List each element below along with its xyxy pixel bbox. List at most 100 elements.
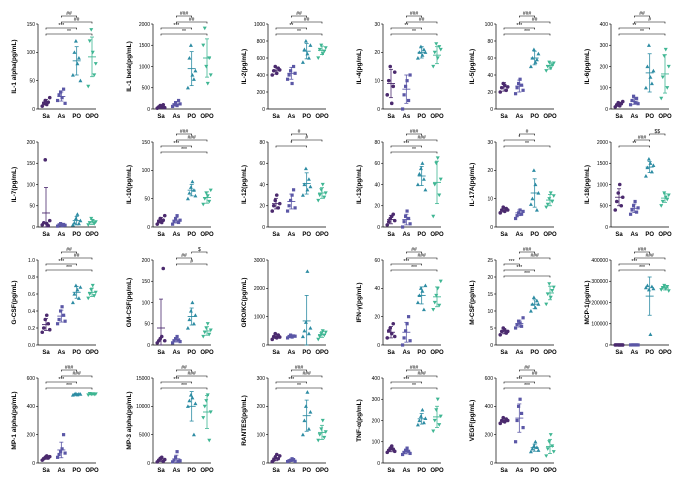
y-tick-label: 60 (487, 56, 493, 62)
data-point (190, 300, 195, 305)
data-point (193, 313, 198, 317)
data-point (633, 101, 637, 105)
y-tick-label: 400 (485, 404, 494, 410)
y-axis-label: M-CSF(pg/mL) (469, 280, 476, 324)
significance-bracket (61, 251, 77, 254)
data-point (417, 418, 422, 423)
data-point (323, 46, 328, 50)
significance-bracket (291, 133, 307, 136)
category-label: Sa (157, 468, 165, 474)
significance-label: *** (403, 377, 409, 383)
data-point (185, 196, 190, 201)
y-tick-label: 20 (374, 204, 380, 210)
y-tick-label: 400 (372, 376, 381, 382)
significance-label: *** (58, 23, 64, 29)
data-point (432, 50, 437, 55)
significance-bracket (61, 375, 93, 378)
data-point (205, 322, 210, 326)
significance-label: ## (181, 365, 187, 371)
data-point (406, 216, 411, 221)
category-label: OPO (430, 468, 444, 474)
data-point (317, 193, 322, 198)
data-point (185, 85, 190, 90)
data-point (273, 198, 278, 203)
significance-label: ### (187, 135, 196, 141)
data-point (90, 50, 95, 55)
y-tick-label: 30 (487, 140, 493, 146)
data-point (208, 188, 213, 193)
y-tick-label: 20 (374, 314, 380, 320)
significance-bracket (61, 15, 77, 18)
data-point (423, 283, 428, 288)
category-label: Sa (42, 114, 50, 120)
data-point (406, 315, 411, 319)
data-point (534, 208, 539, 212)
significance-bracket (160, 387, 208, 390)
data-point (73, 216, 78, 221)
y-tick-label: 30 (374, 22, 380, 28)
y-axis-label: G-CSF(pg/mL) (11, 280, 18, 324)
category-label: Sa (272, 114, 280, 120)
data-point (405, 79, 409, 83)
y-tick-label: 0 (262, 343, 265, 349)
significance-bracket (634, 15, 650, 18)
data-point (498, 421, 503, 426)
y-tick-label: 500 (142, 86, 151, 92)
data-point (305, 51, 310, 56)
category-label: OPO (430, 232, 444, 238)
category-label: OPO (543, 114, 557, 120)
data-point (300, 60, 305, 64)
data-point (519, 324, 524, 328)
data-point (302, 418, 307, 423)
category-label: As (57, 232, 65, 238)
significance-label: ## (181, 253, 187, 259)
y-tick-label: 2000 (597, 140, 608, 146)
data-point (78, 78, 83, 83)
data-point (498, 211, 503, 215)
data-point (170, 222, 175, 226)
data-point (173, 216, 178, 221)
y-tick-label: 0 (32, 225, 35, 231)
data-point (391, 321, 396, 326)
y-tick-label: 0 (147, 461, 150, 467)
data-point (437, 193, 442, 198)
significance-label: ** (182, 29, 186, 35)
significance-bracket (503, 263, 520, 266)
y-tick-label: 25 (487, 258, 493, 264)
significance-bracket (61, 257, 93, 260)
y-tick-label: 0.6 (28, 292, 35, 298)
significance-bracket (519, 251, 535, 254)
data-point (408, 451, 412, 456)
data-point (44, 313, 49, 318)
data-point (528, 309, 533, 313)
significance-label: ## (532, 371, 538, 377)
data-point (405, 446, 409, 450)
significance-bracket (390, 269, 438, 272)
data-point (628, 103, 633, 107)
significance-bracket (291, 375, 323, 378)
category-label: PO (530, 232, 539, 238)
category-label: Sa (157, 114, 165, 120)
data-point (72, 292, 77, 296)
data-point (415, 56, 420, 60)
category-label: As (515, 350, 523, 356)
y-tick-label: 60 (374, 161, 380, 167)
data-point (57, 317, 61, 322)
data-point (320, 418, 325, 423)
y-tick-label: 200 (485, 432, 494, 438)
y-tick-label: 300 (600, 43, 609, 49)
significance-label: ** (412, 147, 416, 153)
significance-label: ### (295, 365, 304, 371)
category-label: As (515, 232, 523, 238)
y-tick-label: 5000 (139, 432, 150, 438)
data-point (306, 427, 311, 431)
data-point (386, 329, 391, 333)
category-label: As (630, 232, 638, 238)
y-axis-label: IL-4(pg/mL) (356, 49, 363, 84)
data-point (405, 322, 409, 326)
category-label: As (57, 350, 65, 356)
y-tick-label: 0 (262, 461, 265, 467)
data-point (190, 179, 195, 184)
category-label: OPO (543, 350, 557, 356)
